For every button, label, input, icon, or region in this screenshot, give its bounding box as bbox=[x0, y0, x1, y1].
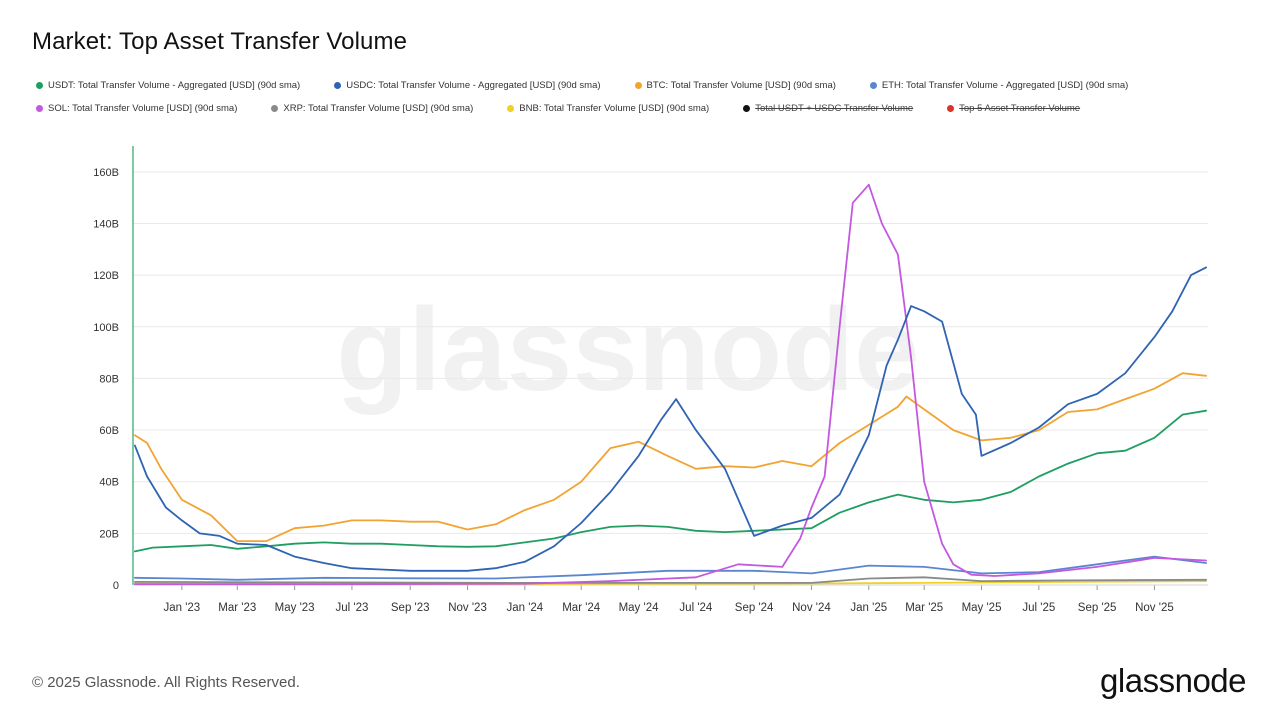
legend-label: ETH: Total Transfer Volume - Aggregated … bbox=[881, 80, 1129, 91]
x-axis: Jan '23 Mar '23 May '23 Jul '23 Sep '23 Nov '… bbox=[133, 584, 1208, 614]
y-tick-label: 140B bbox=[93, 218, 119, 230]
legend-marker bbox=[947, 105, 955, 112]
x-tick-label: Jul '23 bbox=[336, 602, 369, 614]
legend-item[interactable]: USDC: Total Transfer Volume - Aggregated… bbox=[334, 80, 601, 91]
x-tick-label: Mar '23 bbox=[218, 602, 256, 614]
y-tick-label: 0 bbox=[113, 580, 119, 592]
x-tick-label: Nov '24 bbox=[792, 602, 831, 614]
y-tick-label: 160B bbox=[93, 167, 119, 179]
legend-label: BNB: Total Transfer Volume [USD] (90d sm… bbox=[519, 103, 710, 114]
x-tick-label: Nov '23 bbox=[448, 602, 487, 614]
legend-item[interactable]: Top 5 Asset Transfer Volume bbox=[947, 103, 1080, 114]
x-tick-label: Sep '25 bbox=[1078, 602, 1117, 614]
legend-label: BTC: Total Transfer Volume [USD] (90d sm… bbox=[646, 80, 836, 91]
legend-label: Total USDT + USDC Transfer Volume bbox=[755, 103, 914, 114]
chart-legend: USDT: Total Transfer Volume - Aggregated… bbox=[36, 80, 1236, 114]
legend-label: USDC: Total Transfer Volume - Aggregated… bbox=[346, 80, 601, 91]
legend-marker bbox=[507, 105, 515, 112]
legend-marker bbox=[634, 82, 642, 89]
legend-item[interactable]: XRP: Total Transfer Volume [USD] (90d sm… bbox=[271, 103, 473, 114]
x-tick-label: Mar '25 bbox=[905, 602, 943, 614]
series-lines bbox=[133, 183, 1207, 586]
legend-marker bbox=[36, 105, 43, 112]
legend-item[interactable]: USDT: Total Transfer Volume - Aggregated… bbox=[36, 80, 300, 91]
x-tick-label: Jul '24 bbox=[679, 602, 712, 614]
grid-lines bbox=[133, 171, 1208, 586]
x-tick-label: Sep '23 bbox=[391, 602, 430, 614]
y-tick-label: 120B bbox=[93, 270, 119, 282]
x-tick-label: Jan '25 bbox=[850, 602, 887, 614]
legend-label: XRP: Total Transfer Volume [USD] (90d sm… bbox=[283, 103, 474, 114]
legend-item[interactable]: BNB: Total Transfer Volume [USD] (90d sm… bbox=[507, 103, 709, 114]
legend-marker bbox=[271, 105, 279, 112]
legend-marker bbox=[869, 82, 877, 89]
series-line-usdc bbox=[133, 266, 1207, 572]
copyright-notice: © 2025 Glassnode. All Rights Reserved. bbox=[32, 674, 300, 691]
legend-label: Top 5 Asset Transfer Volume bbox=[959, 103, 1081, 114]
y-tick-label: 60B bbox=[99, 425, 119, 437]
legend-item[interactable]: BTC: Total Transfer Volume [USD] (90d sm… bbox=[634, 80, 836, 91]
legend-marker bbox=[743, 105, 751, 112]
series-line-xrp bbox=[133, 576, 1207, 584]
series-line-btc bbox=[133, 372, 1207, 542]
x-tick-label: Nov '25 bbox=[1135, 602, 1174, 614]
y-tick-label: 100B bbox=[93, 322, 119, 334]
x-tick-label: May '25 bbox=[962, 602, 1002, 614]
x-tick-label: Sep '24 bbox=[735, 602, 774, 614]
y-axis: 0 20B 40B 60B 80B 100B 120B 140B 160B bbox=[93, 146, 134, 592]
y-tick-label: 40B bbox=[99, 477, 119, 489]
legend-label: SOL: Total Transfer Volume [USD] (90d sm… bbox=[48, 103, 238, 114]
x-tick-label: May '24 bbox=[619, 602, 660, 614]
watermark: glassnode bbox=[336, 284, 920, 416]
x-tick-label: Jan '24 bbox=[506, 602, 543, 614]
legend-item[interactable]: ETH: Total Transfer Volume - Aggregated … bbox=[869, 80, 1129, 91]
series-line-eth bbox=[133, 555, 1207, 581]
legend-item[interactable]: SOL: Total Transfer Volume [USD] (90d sm… bbox=[36, 103, 237, 114]
x-tick-label: Jul '25 bbox=[1022, 602, 1055, 614]
y-tick-label: 80B bbox=[99, 373, 119, 385]
series-line-sol bbox=[133, 183, 1207, 586]
x-tick-label: Mar '24 bbox=[562, 602, 601, 614]
legend-item[interactable]: Total USDT + USDC Transfer Volume bbox=[743, 103, 913, 114]
chart-title: Market: Top Asset Transfer Volume bbox=[32, 28, 408, 55]
legend-label: USDT: Total Transfer Volume - Aggregated… bbox=[48, 80, 301, 91]
x-tick-label: May '23 bbox=[275, 602, 315, 614]
series-line-usdt bbox=[133, 409, 1207, 553]
glassnode-logo: glassnode bbox=[1100, 662, 1246, 699]
y-tick-label: 20B bbox=[99, 528, 119, 540]
legend-marker bbox=[334, 82, 342, 89]
legend-marker bbox=[36, 82, 43, 89]
x-tick-label: Jan '23 bbox=[163, 602, 200, 614]
